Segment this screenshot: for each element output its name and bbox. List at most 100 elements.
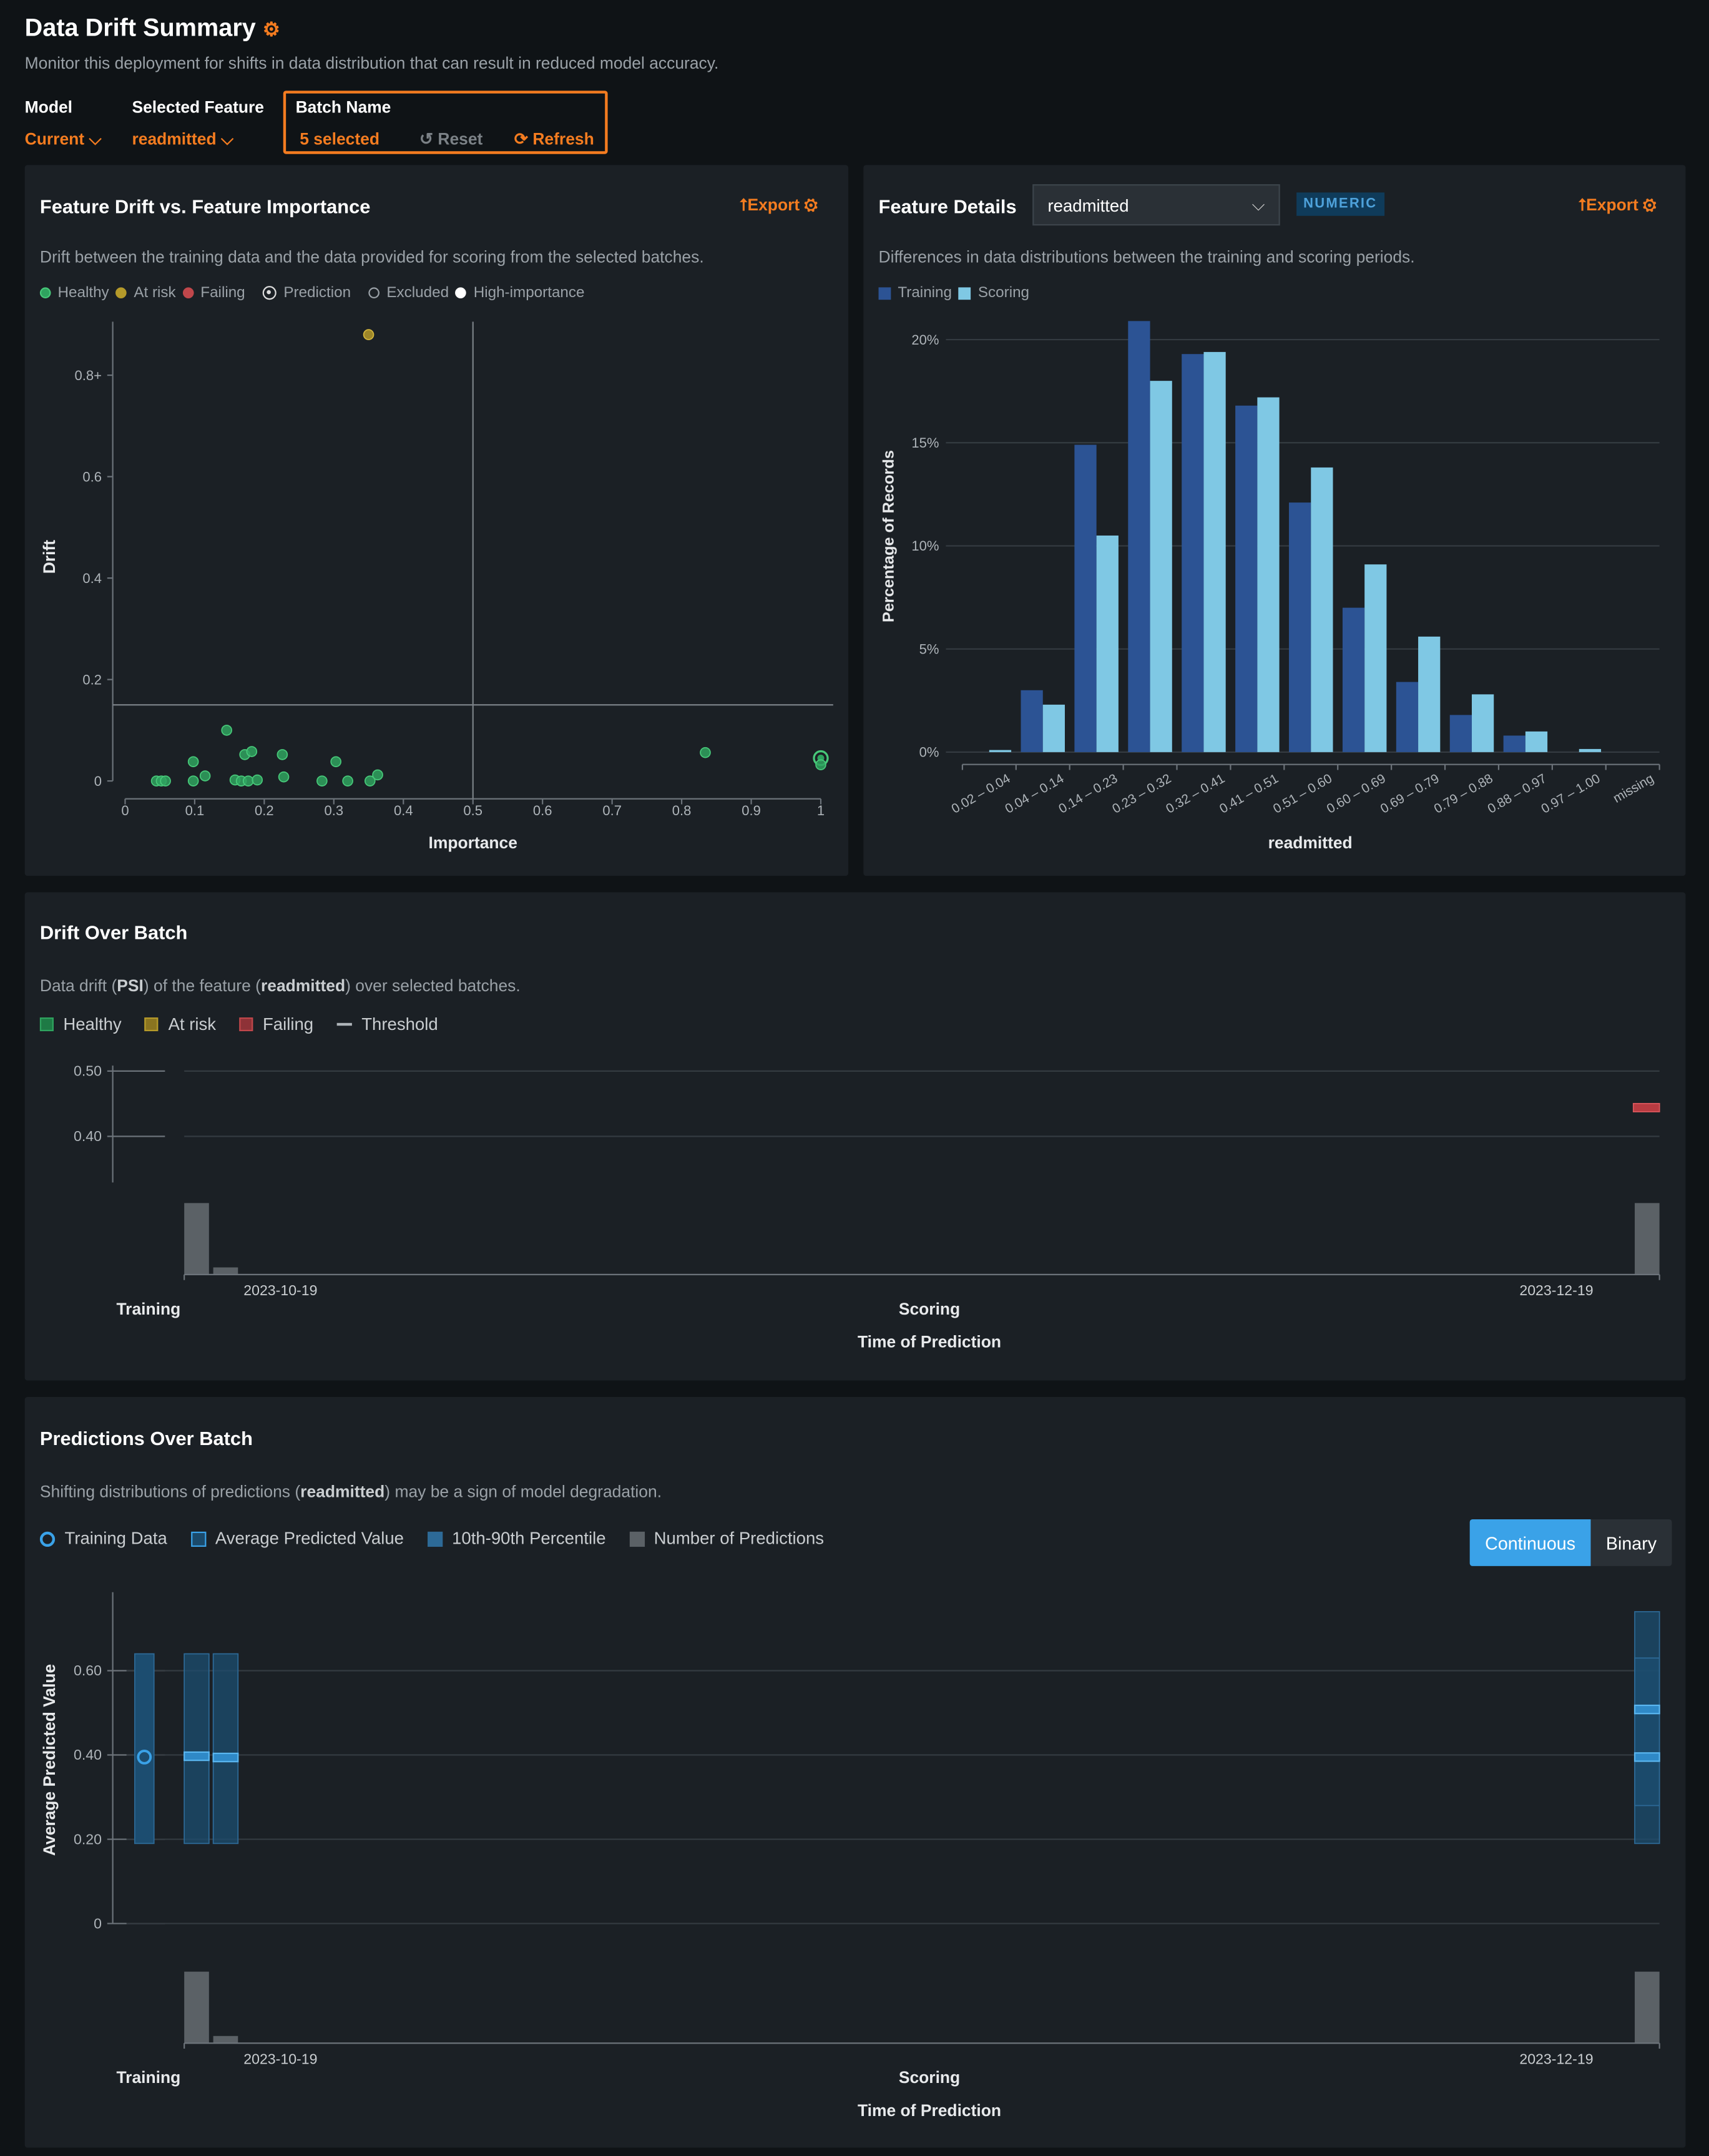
y-tick-label: 0.8+ <box>75 368 102 383</box>
batch-percentile-bar <box>212 1653 239 1845</box>
model-dropdown[interactable]: Current ⌵ <box>24 129 102 149</box>
prediction-count-bar <box>213 1267 238 1275</box>
refresh-icon: ⟳ <box>514 129 528 149</box>
chevron-down-icon: ⌵ <box>1251 195 1265 215</box>
y-tick-label: 5% <box>919 641 939 657</box>
selected-feature-dropdown[interactable]: readmitted ⌵ <box>132 129 234 149</box>
batch-percentile-bar <box>184 1653 210 1845</box>
refresh-button[interactable]: ⟳ Refresh <box>514 129 594 149</box>
feature-point-healthy <box>160 775 171 786</box>
predictions-over-batch-panel <box>24 1396 1686 2148</box>
training-bar <box>1128 321 1150 752</box>
feature-details-title: Feature Details <box>878 195 1017 218</box>
x-tick-label: 1 <box>817 803 825 818</box>
binary-toggle-button[interactable]: Binary <box>1590 1519 1672 1566</box>
gear-icon[interactable]: ⚙ <box>804 195 818 215</box>
feature-point-healthy <box>187 775 199 786</box>
training-bar <box>1289 502 1311 752</box>
training-bar <box>1235 405 1258 752</box>
scoring-bar <box>1150 381 1172 752</box>
legend-training: Training <box>898 284 952 301</box>
legend-average-predicted-value: Average Predicted Value <box>215 1529 404 1549</box>
feature-point-healthy <box>278 771 290 783</box>
legend-threshold: Threshold <box>361 1014 438 1034</box>
y-tick-label: 0.4 <box>82 571 102 586</box>
feature-point-at-risk <box>363 329 375 340</box>
x-start-date-label: 2023-10-19 <box>243 2051 317 2067</box>
training-bar <box>1342 607 1365 752</box>
x-tick-label: 0.4 <box>394 803 413 818</box>
x-axis-title: Importance <box>429 833 517 852</box>
continuous-toggle-button[interactable]: Continuous <box>1469 1519 1591 1566</box>
legend-scoring: Scoring <box>977 284 1030 301</box>
selected-feature-label: Selected Feature <box>132 97 265 117</box>
feature-point-healthy <box>316 775 328 786</box>
legend-at-risk: At risk <box>168 1014 217 1034</box>
training-bar <box>1503 735 1525 752</box>
scatter-legend: Healthy At risk Failing Prediction Exclu… <box>39 284 585 301</box>
batch-selection-dropdown[interactable]: 5 selected <box>300 129 380 149</box>
feature-select[interactable]: readmitted ⌵ <box>1032 184 1280 226</box>
training-label: Training <box>117 1300 181 1318</box>
scoring-bar <box>1579 748 1602 752</box>
y-tick-label: 0 <box>94 1915 102 1931</box>
batch-percentile-bar <box>1634 1657 1660 1806</box>
x-end-date-label: 2023-12-19 <box>1519 2051 1593 2067</box>
feature-drift-panel <box>24 165 849 876</box>
legend-percentile: 10th-90th Percentile <box>452 1529 606 1549</box>
x-start-date-label: 2023-10-19 <box>243 1282 317 1298</box>
x-tick-label: 0.7 <box>602 803 622 818</box>
y-tick-label: 10% <box>911 538 939 554</box>
training-percentile-bar <box>134 1653 155 1845</box>
scoring-bar <box>989 750 1012 752</box>
y-tick-label: 0% <box>919 745 939 760</box>
feature-point-healthy <box>700 747 711 758</box>
settings-gear-icon[interactable]: ⚙ <box>262 17 280 40</box>
reset-button[interactable]: ↺ Reset <box>419 129 483 149</box>
legend-excluded: Excluded <box>386 284 449 301</box>
batch-average-marker <box>212 1752 239 1763</box>
x-axis-title: readmitted <box>1268 833 1353 852</box>
feature-point-healthy <box>330 756 341 768</box>
training-bar <box>1074 444 1097 752</box>
drift-failing-marker <box>1632 1103 1660 1112</box>
prediction-count-bar <box>1635 1203 1660 1275</box>
export-details-button[interactable]: ⭡Export ⚙ <box>1578 195 1657 215</box>
legend-high-importance: High-importance <box>473 284 585 301</box>
predictions-legend: Training Data Average Predicted Value 10… <box>39 1529 825 1549</box>
x-tick-label: 0 <box>121 803 129 818</box>
gear-icon[interactable]: ⚙ <box>1643 195 1657 215</box>
drift-over-batch-title: Drift Over Batch <box>39 921 188 944</box>
x-tick-label: 0.8 <box>672 803 692 818</box>
drift-legend: Healthy At risk Failing Threshold <box>39 1014 438 1034</box>
feature-point-healthy <box>246 746 258 757</box>
x-tick-label: 0.3 <box>325 803 344 818</box>
training-bar <box>1021 690 1043 752</box>
training-label: Training <box>117 2068 181 2087</box>
y-axis-title: Average Predicted Value <box>40 1664 59 1856</box>
y-axis-title: Drift <box>40 540 59 574</box>
predictions-over-batch-description: Shifting distributions of predictions (r… <box>39 1482 662 1502</box>
training-average-marker <box>137 1750 152 1765</box>
feature-drift-title: Feature Drift vs. Feature Importance <box>39 195 371 218</box>
feature-drift-description: Drift between the training data and the … <box>39 247 704 267</box>
legend-number-of-predictions: Number of Predictions <box>654 1529 825 1549</box>
legend-failing: Failing <box>262 1014 314 1034</box>
export-scatter-button[interactable]: ⭡Export ⚙ <box>740 195 818 215</box>
y-tick-label: 0.6 <box>82 469 102 484</box>
scoring-bar <box>1203 351 1226 752</box>
scoring-bar <box>1418 636 1441 752</box>
feature-point-healthy <box>342 775 353 786</box>
legend-training-data: Training Data <box>64 1529 167 1549</box>
upload-icon: ⭡ <box>1578 195 1587 215</box>
feature-type-badge: NUMERIC <box>1296 192 1384 216</box>
feature-point-healthy <box>199 770 211 782</box>
y-tick-label: 0.60 <box>74 1662 102 1678</box>
legend-failing: Failing <box>200 284 245 301</box>
y-tick-label: 0.50 <box>74 1063 102 1079</box>
x-axis-title: Time of Prediction <box>858 2101 1001 2120</box>
predictions-over-batch-title: Predictions Over Batch <box>39 1427 253 1449</box>
x-tick-label: 0.6 <box>533 803 552 818</box>
